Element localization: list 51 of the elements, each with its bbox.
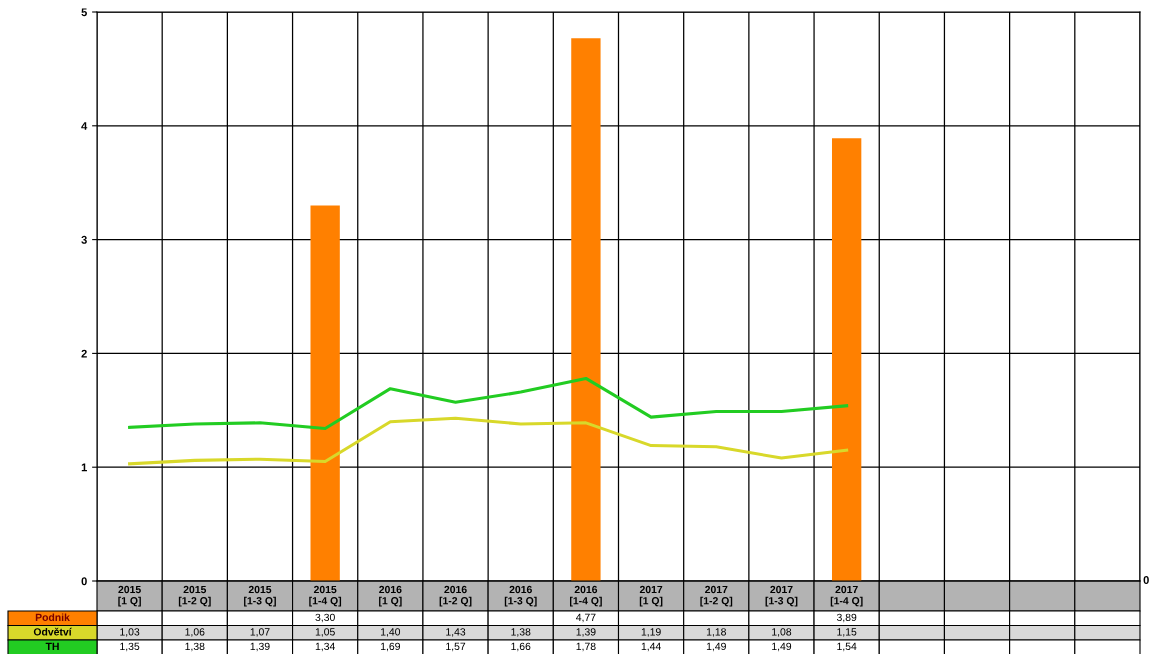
data-label: 1,35 [120, 642, 140, 652]
data-label: 1,57 [446, 642, 466, 652]
x-tick-label: 2015 [1 Q] [118, 585, 141, 607]
data-label: 1,40 [381, 628, 401, 637]
x-tick-label: 2015 [1-3 Q] [244, 585, 276, 607]
data-label: 1,66 [511, 642, 531, 652]
data-label: 1,07 [250, 628, 270, 637]
text: Odvětví [33, 627, 72, 636]
data-label: 1,05 [315, 628, 335, 637]
y-tick-label: 2 [81, 349, 87, 358]
x-tick-label: 2016 [1-2 Q] [439, 585, 472, 607]
data-label: 1,03 [120, 628, 140, 637]
y-tick-label: 0 [81, 577, 87, 586]
x-tick-label: 2015 [1-4 Q] [309, 585, 342, 607]
data-label: 1,39 [576, 628, 596, 637]
data-label: 1,78 [576, 642, 596, 652]
data-label: 3,89 [836, 613, 857, 623]
y-tick-label: 1 [81, 463, 87, 472]
line-series [128, 376, 849, 431]
data-label: 1,06 [185, 628, 205, 637]
line-series [128, 416, 849, 466]
data-label: 1,69 [381, 642, 400, 652]
data-label: 1,38 [511, 628, 531, 637]
x-tick-label: 2016 [1 Q] [379, 585, 402, 607]
x-tick-label: 2016 [1-3 Q] [504, 585, 537, 607]
x-tick-label: 2015 [1-2 Q] [178, 585, 211, 607]
data-label: 1,15 [837, 628, 857, 637]
data-label: 1,38 [185, 642, 205, 652]
y-tick-label: 4 [81, 122, 88, 130]
data-label: 1,18 [706, 628, 726, 637]
y-tick-label: 5 [81, 8, 87, 17]
data-label: 1,19 [641, 628, 661, 637]
data-label: 1,54 [837, 642, 857, 652]
data-label: 4,77 [576, 613, 596, 623]
x-tick-label: 2017 [1-3 Q] [765, 585, 798, 607]
data-label: 1,39 [250, 642, 270, 652]
x-tick-label: 2017 [1 Q] [639, 585, 663, 607]
x-tick-label: 2016 [1-4 Q] [570, 585, 602, 607]
data-label: 1,44 [641, 642, 661, 652]
text: TH [45, 642, 59, 650]
text: 0 [1143, 576, 1149, 584]
x-tick-label: 2017 [1-2 Q] [700, 585, 733, 607]
data-label: 1,08 [772, 628, 792, 637]
data-label: 3,30 [315, 613, 335, 623]
data-label: 1,49 [772, 642, 792, 652]
data-label: 1,43 [446, 628, 466, 637]
data-label: 1,34 [315, 642, 335, 652]
y-tick-label: 3 [81, 235, 87, 244]
data-label: 1,49 [706, 642, 726, 652]
x-tick-label: 2017 [1-4 Q] [830, 585, 863, 607]
text: Podnik [35, 613, 70, 622]
